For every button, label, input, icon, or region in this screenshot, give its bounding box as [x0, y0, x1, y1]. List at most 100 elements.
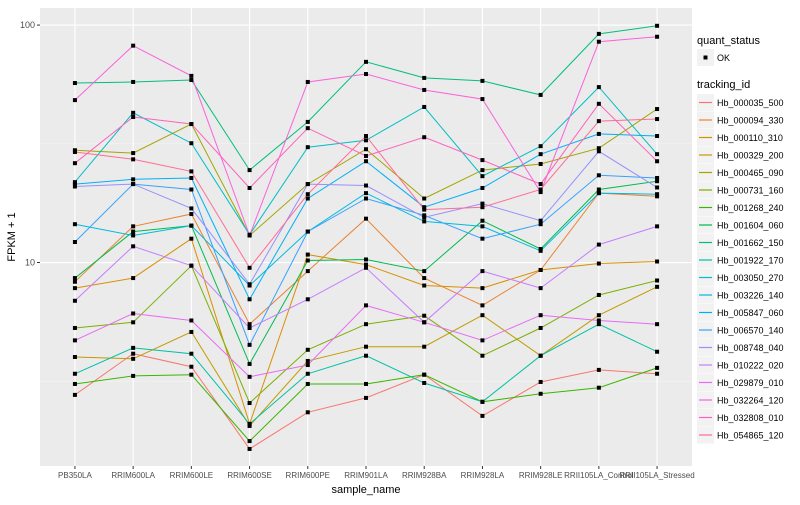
data-point: [131, 151, 136, 156]
data-point: [131, 356, 136, 361]
data-point: [364, 395, 368, 400]
data-point: [131, 182, 136, 187]
data-point: [189, 364, 194, 369]
data-point: [364, 322, 368, 327]
data-point: [480, 413, 485, 418]
data-point: [305, 126, 310, 131]
data-point: [305, 119, 310, 124]
data-point: [422, 276, 427, 281]
data-point: [131, 110, 136, 115]
x-tick-label: RRIM600LE: [170, 471, 214, 480]
data-point: [131, 373, 136, 378]
data-point: [480, 168, 485, 173]
data-point: [596, 187, 601, 192]
data-point: [72, 182, 77, 187]
legend-label: Hb_000110_310: [717, 133, 783, 143]
data-point: [596, 322, 601, 327]
x-tick-label: RRIM600SE: [227, 471, 271, 480]
data-point: [364, 134, 368, 139]
data-point: [596, 292, 601, 297]
data-point: [655, 117, 660, 122]
legend-label: Hb_003226_140: [717, 291, 784, 301]
data-point: [480, 78, 485, 83]
data-point: [480, 218, 485, 223]
data-point: [480, 205, 485, 210]
data-point: [596, 261, 601, 266]
data-point: [596, 385, 601, 390]
legend-label: Hb_001922_170: [717, 256, 784, 266]
data-point: [72, 81, 77, 86]
data-point: [305, 252, 310, 257]
x-tick-label: RRIM600PE: [286, 471, 330, 480]
shape-legend: quant_status OK: [697, 35, 760, 66]
data-point: [480, 185, 485, 190]
data-point: [422, 205, 427, 210]
data-point: [305, 145, 310, 150]
color-legend-title: tracking_id: [697, 79, 750, 91]
y-axis-title: FPKM + 1: [6, 212, 18, 261]
data-point: [305, 269, 310, 274]
data-point: [189, 329, 194, 334]
data-point: [422, 75, 427, 80]
grid: [40, 8, 692, 466]
data-point: [72, 98, 77, 103]
data-point: [480, 399, 485, 404]
data-point: [72, 161, 77, 166]
data-point: [596, 191, 601, 196]
data-point: [131, 276, 136, 281]
data-point: [131, 43, 136, 48]
legend-label: Hb_000094_330: [717, 116, 784, 126]
data-point: [247, 233, 252, 238]
data-point: [131, 233, 136, 238]
data-point: [655, 349, 660, 354]
data-point: [596, 31, 601, 36]
data-point: [596, 318, 601, 323]
data-point: [480, 224, 485, 229]
point-icon: [703, 55, 708, 60]
data-point: [538, 161, 543, 166]
data-point: [72, 392, 77, 397]
data-point: [247, 342, 252, 347]
data-point: [422, 344, 427, 349]
data-point: [655, 134, 660, 139]
data-point: [422, 380, 427, 385]
x-tick-label: RRIM928BA: [402, 471, 447, 480]
data-point: [131, 177, 136, 182]
legend-label: Hb_032808_010: [717, 413, 784, 423]
data-point: [247, 446, 252, 451]
data-point: [72, 298, 77, 303]
data-point: [72, 279, 77, 284]
data-point: [131, 115, 136, 120]
data-point: [538, 190, 543, 195]
legend-label: Hb_003050_270: [717, 273, 784, 283]
data-point: [596, 149, 601, 154]
data-point: [189, 206, 194, 211]
data-point: [364, 196, 368, 201]
data-point: [247, 439, 252, 444]
data-point: [364, 59, 368, 64]
data-point: [422, 313, 427, 318]
data-point: [131, 351, 136, 356]
data-point: [596, 313, 601, 318]
data-point: [72, 240, 77, 245]
x-tick-label: RRIM600LA: [111, 471, 155, 480]
data-point: [72, 355, 77, 360]
data-point: [538, 218, 543, 223]
data-point: [422, 207, 427, 212]
data-point: [305, 381, 310, 386]
data-point: [538, 152, 543, 157]
data-point: [422, 219, 427, 224]
data-point: [422, 269, 427, 274]
data-point: [480, 313, 485, 318]
legend-label: Hb_029879_010: [717, 378, 784, 388]
data-point: [131, 320, 136, 325]
data-point: [422, 215, 427, 220]
data-point: [480, 303, 485, 308]
data-point: [247, 361, 252, 366]
data-point: [480, 97, 485, 102]
data-point: [189, 318, 194, 323]
data-point: [305, 363, 310, 368]
x-tick-label: RRIM928LE: [519, 471, 563, 480]
data-point: [305, 229, 310, 234]
